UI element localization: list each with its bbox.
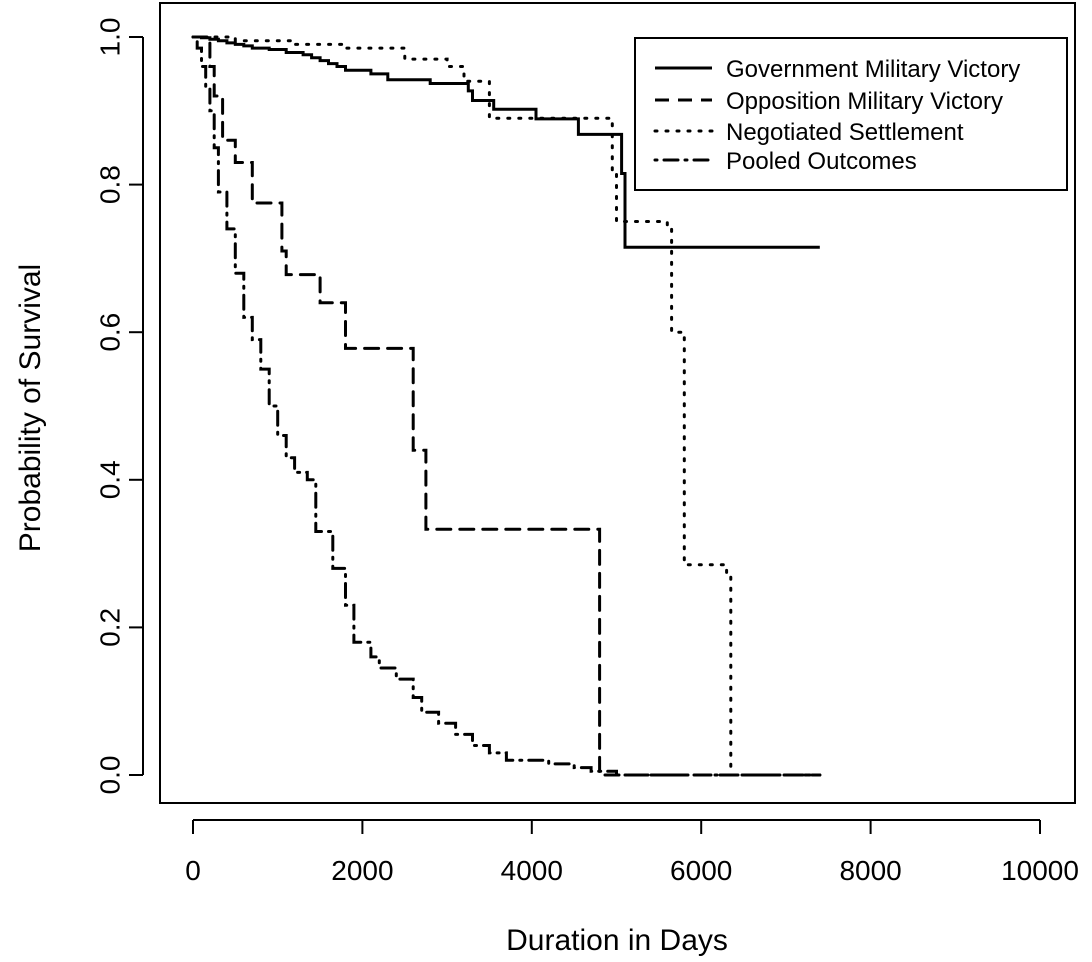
legend-label-pooled: Pooled Outcomes <box>726 148 917 175</box>
y-tick-label: 1.0 <box>94 18 125 57</box>
y-tick-label: 0.6 <box>94 313 125 352</box>
series-line-government-military-victory <box>193 35 820 249</box>
y-tick-label: 0.4 <box>94 460 125 499</box>
legend-label-government: Government Military Victory <box>726 56 1020 83</box>
legend-label-opposition: Opposition Military Victory <box>726 88 1003 115</box>
y-tick-label: 0.0 <box>94 756 125 795</box>
series-line-opposition-military-victory <box>191 35 822 777</box>
x-tick-label: 2000 <box>331 855 393 886</box>
y-axis: 0.0 0.2 0.4 0.6 0.8 1.0 <box>94 18 144 795</box>
x-tick-label: 0 <box>185 855 201 886</box>
x-tick-label: 8000 <box>839 855 901 886</box>
y-axis-label: Probability of Survival <box>14 264 47 552</box>
y-tick-label: 0.8 <box>94 165 125 204</box>
y-tick-label: 0.2 <box>94 608 125 647</box>
x-axis-label: Duration in Days <box>506 924 728 957</box>
x-tick-label: 4000 <box>501 855 563 886</box>
x-tick-label: 6000 <box>670 855 732 886</box>
legend-box <box>634 37 1068 191</box>
plot-frame <box>159 2 1076 804</box>
x-axis: 0 2000 4000 6000 8000 10000 <box>185 819 1079 886</box>
series-line-pooled-outcomes <box>191 35 822 777</box>
x-tick-label: 10000 <box>1001 855 1079 886</box>
series-layer <box>191 35 822 777</box>
legend: Government Military Victory Opposition M… <box>634 37 1068 191</box>
legend-label-negotiated: Negotiated Settlement <box>726 119 964 146</box>
